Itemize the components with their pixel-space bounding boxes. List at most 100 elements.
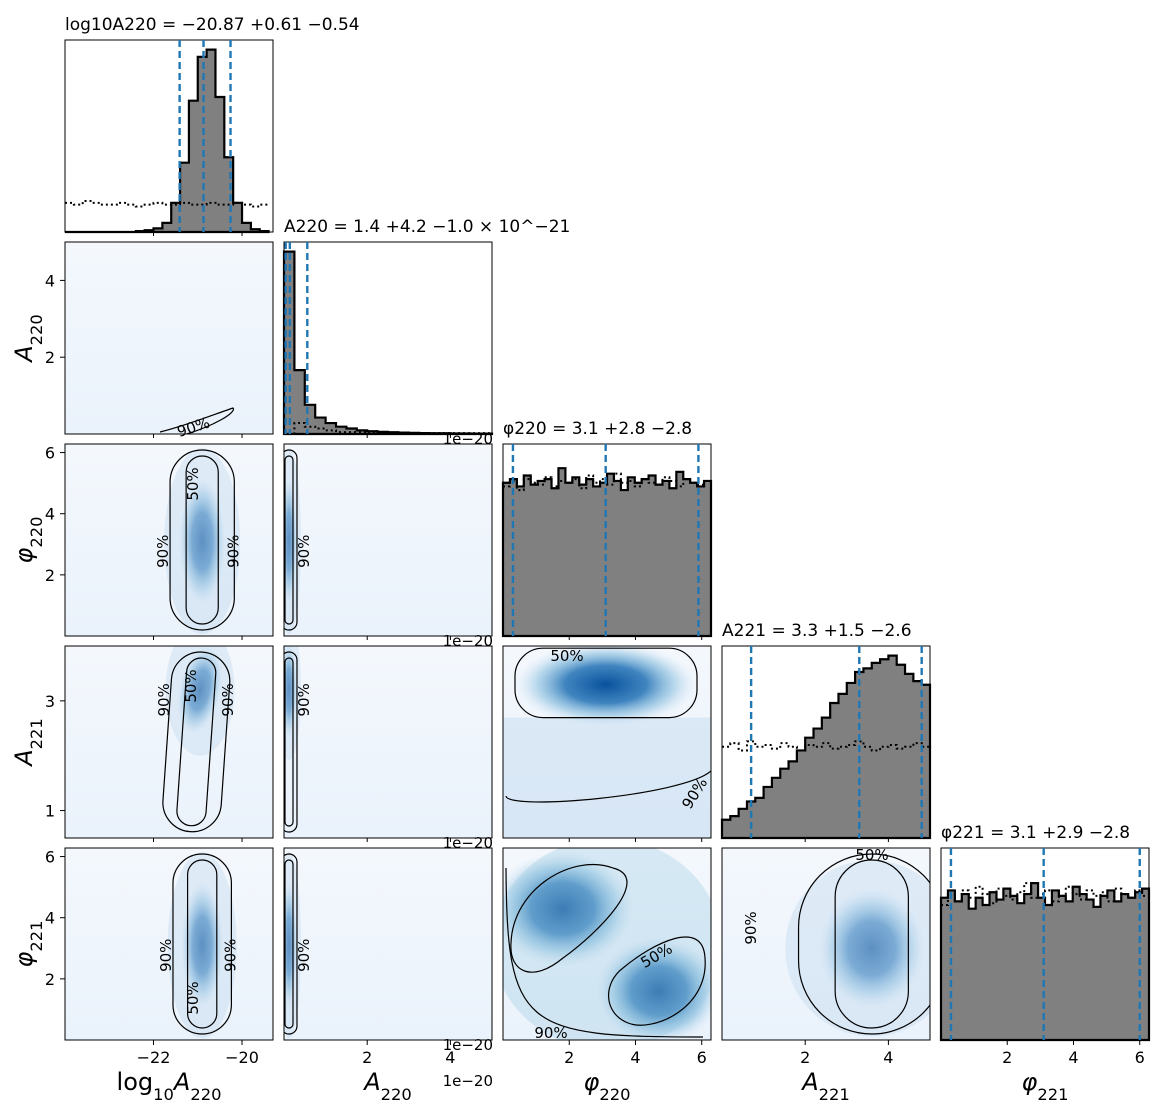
posterior-histogram — [65, 48, 270, 234]
contour-label: 50% — [182, 669, 200, 702]
contour-label: 50% — [855, 846, 888, 864]
hist-panel-log10A220: log10A220 = −20.87 +0.61 −0.54 — [64, 15, 360, 234]
density-panel-phi221-vs-log10A220: 90% 90% 50% — [64, 847, 274, 1041]
x-axis-label: φ221 — [1022, 1068, 1069, 1104]
x-tick-label: −20 — [225, 1048, 259, 1067]
y-tick-label: 4 — [45, 909, 55, 928]
x-tick-label: −22 — [137, 1048, 171, 1067]
density-panel-A221-vs-phi220: 50%90% — [502, 645, 712, 839]
contour-label: 90% — [295, 939, 313, 972]
y-axis-phi221: 2 4 6 φ221 — [10, 848, 65, 989]
panel-title: φ221 = 3.1 +2.9 −2.8 — [941, 823, 1130, 843]
x-axis-label: A220 — [362, 1068, 412, 1104]
posterior-histogram — [939, 882, 1151, 1042]
hist-frame — [283, 241, 493, 435]
density-halo — [503, 717, 711, 838]
contour-label: 90% — [224, 535, 242, 568]
density-frame — [283, 645, 493, 839]
y-tick-label: 1 — [45, 802, 55, 821]
contour-90 — [284, 449, 298, 631]
density-frame — [64, 443, 274, 637]
contour-50 — [176, 657, 217, 827]
posterior-histogram — [501, 467, 713, 638]
y-tick-label: 4 — [45, 505, 55, 524]
density-core — [596, 937, 711, 1040]
contour-90 — [505, 770, 711, 803]
density-frame — [64, 645, 274, 839]
y-tick-label: 6 — [45, 444, 55, 463]
posterior-histogram — [720, 654, 932, 840]
y-tick-label: 4 — [45, 271, 55, 290]
contour-label: 50% — [184, 981, 202, 1014]
density-panel-phi220-vs-A220: 90%1e−20 — [283, 443, 493, 650]
x-axis-phi220: 2 4 6 φ220 — [564, 636, 707, 1104]
contour-90 — [172, 853, 232, 1035]
y-tick-label: 2 — [45, 566, 55, 585]
density-panel-A221-vs-log10A220: 90% 90% 50% — [64, 645, 274, 839]
density-background — [65, 444, 273, 636]
density-panel-phi220-vs-log10A220: 90% 90% 50% — [64, 443, 274, 637]
contour-label: 90% — [742, 911, 760, 944]
density-halo — [503, 848, 711, 1040]
x-tick-label: 2 — [800, 1048, 810, 1067]
density-background — [284, 444, 492, 636]
contour-label: 90% — [534, 1024, 567, 1042]
density-halo — [164, 448, 241, 635]
prior-histogram — [941, 882, 1149, 907]
contour-label: 90% — [295, 535, 313, 568]
contour-90 — [284, 853, 298, 1035]
density-background — [65, 646, 273, 838]
contour-50 — [284, 657, 294, 827]
y-axis-label: A220 — [10, 314, 46, 364]
y-tick-label: 3 — [45, 692, 55, 711]
density-background — [284, 848, 492, 1040]
contour-label: 50% — [184, 467, 202, 500]
prior-histogram — [722, 740, 930, 752]
density-background — [65, 242, 273, 434]
density-frame — [283, 847, 493, 1041]
density-panel-phi221-vs-A221: 90% 50% — [721, 846, 931, 1041]
panel-title: A220 = 1.4 +4.2 −1.0 × 10^−21 — [284, 217, 570, 237]
hist-frame — [64, 39, 274, 233]
x-tick-label: 4 — [630, 1048, 640, 1067]
density-background — [284, 646, 492, 838]
contour-90 — [797, 853, 930, 1035]
contour-50 — [510, 863, 628, 973]
contour-50 — [284, 859, 294, 1029]
y-axis-label: A221 — [10, 718, 46, 768]
density-frame — [502, 645, 712, 839]
contour-90 — [169, 449, 235, 631]
density-frame — [64, 241, 274, 435]
x-tick-label: 6 — [697, 1048, 707, 1067]
contour-90 — [284, 651, 298, 833]
x-tick-label: 2 — [1002, 1048, 1012, 1067]
contour-label: 50% — [550, 647, 583, 665]
contour-label: 90% — [154, 535, 172, 568]
contour-label: 90% — [219, 683, 237, 716]
x-axis-label: log10A220 — [117, 1068, 222, 1104]
density-core — [177, 646, 223, 735]
prior-histogram — [65, 199, 269, 208]
x-tick-label: 2 — [564, 1048, 574, 1067]
x-tick-label: 4 — [1068, 1048, 1078, 1067]
x-tick-label: 4 — [445, 1048, 455, 1067]
density-halo — [167, 852, 237, 1039]
density-core — [503, 850, 634, 967]
panel-title: φ220 = 3.1 +2.8 −2.8 — [503, 419, 692, 439]
contour-50 — [186, 859, 218, 1029]
contour-label: 90% — [155, 683, 173, 716]
hist-panel-phi221: φ221 = 3.1 +2.9 −2.8 — [939, 823, 1151, 1042]
density-halo — [785, 860, 930, 1037]
hist-panel-A221: A221 = 3.3 +1.5 −2.6 — [720, 621, 932, 840]
x-tick-label: 4 — [883, 1048, 893, 1067]
x-axis-A221: 2 4 A221 — [800, 838, 893, 1104]
contour-90 — [162, 651, 231, 833]
density-panel-phi221-vs-phi220: 90%50% — [502, 847, 712, 1042]
y-tick-label: 2 — [45, 970, 55, 989]
density-frame — [283, 443, 493, 637]
hist-panel-phi220: φ220 = 3.1 +2.8 −2.8 — [501, 419, 713, 638]
contour-label: 90% — [157, 939, 175, 972]
x-axis-A220: 2 4 A220 — [362, 434, 455, 1104]
